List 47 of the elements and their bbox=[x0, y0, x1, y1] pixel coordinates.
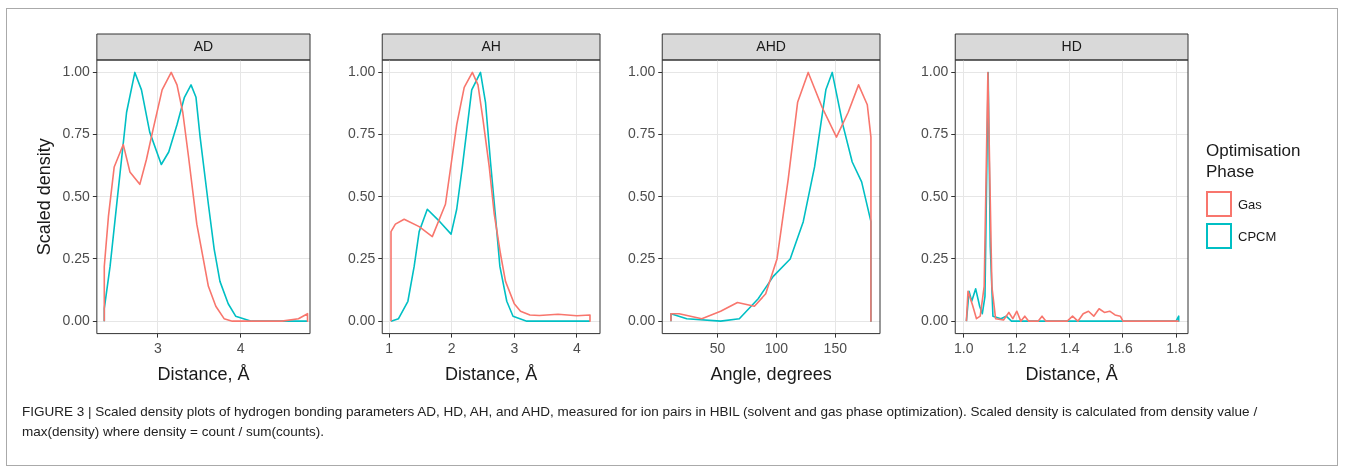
y-tick-label: 1.00 bbox=[921, 63, 949, 80]
y-tick-label: 0.75 bbox=[348, 125, 376, 142]
y-tick-label: 0.25 bbox=[62, 249, 91, 266]
y-tick-label: 0.25 bbox=[348, 249, 376, 266]
x-tick-label: 1.6 bbox=[1113, 339, 1133, 356]
y-tick-label: 0.50 bbox=[62, 187, 91, 204]
chart-title: HD bbox=[1061, 37, 1082, 54]
y-tick-label: 0.50 bbox=[628, 187, 656, 204]
x-tick-label: 150 bbox=[823, 339, 848, 356]
y-tick-label: 0.00 bbox=[921, 312, 949, 329]
legend-label: Gas bbox=[1238, 196, 1262, 212]
y-tick-label: 0.75 bbox=[628, 125, 656, 142]
x-tick-label: 3 bbox=[154, 339, 163, 356]
chart-title: AHD bbox=[756, 37, 786, 54]
y-tick-label: 0.50 bbox=[921, 187, 949, 204]
y-tick-label: 0.50 bbox=[348, 187, 376, 204]
x-tick-label: 4 bbox=[236, 339, 245, 356]
x-axis-title: Distance, Å bbox=[157, 364, 250, 385]
x-tick-label: 1.0 bbox=[954, 339, 974, 356]
x-tick-label: 50 bbox=[709, 339, 726, 356]
caption: FIGURE 3 | Scaled density plots of hydrogen bonding parameters AD, HD, AH, and AHD, measured for ion pairs in HBIL (solvent and gas phase optimization). Scaled density is calculated from density value / max(density) where density = count / sum(counts). bbox=[22, 403, 1259, 441]
y-tick-label: 1.00 bbox=[62, 63, 91, 80]
legend-label: CPCM bbox=[1238, 228, 1277, 244]
y-tick-label: 0.00 bbox=[628, 312, 656, 329]
y-axis-title: Scaled density bbox=[33, 138, 54, 256]
y-tick-label: 0.75 bbox=[62, 125, 91, 142]
x-tick-label: 3 bbox=[510, 339, 519, 356]
x-tick-label: 1.4 bbox=[1060, 339, 1080, 356]
x-tick-label: 1.2 bbox=[1007, 339, 1027, 356]
chart-title: AH bbox=[481, 37, 501, 54]
x-tick-label: 1.8 bbox=[1166, 339, 1186, 356]
x-axis-title: Distance, Å bbox=[1025, 364, 1118, 385]
chart-title: AD bbox=[193, 37, 214, 54]
y-tick-label: 1.00 bbox=[348, 63, 376, 80]
y-tick-label: 0.25 bbox=[628, 249, 656, 266]
y-tick-label: 0.00 bbox=[348, 312, 376, 329]
x-tick-label: 2 bbox=[447, 339, 456, 356]
x-tick-label: 4 bbox=[572, 339, 581, 356]
x-tick-label: 1 bbox=[385, 339, 394, 356]
y-tick-label: 0.00 bbox=[62, 312, 91, 329]
x-axis-title: Distance, Å bbox=[445, 364, 538, 385]
y-tick-label: 0.75 bbox=[921, 125, 949, 142]
y-tick-label: 0.25 bbox=[921, 249, 949, 266]
x-tick-label: 100 bbox=[764, 339, 789, 356]
y-tick-label: 1.00 bbox=[628, 63, 656, 80]
x-axis-title: Angle, degrees bbox=[710, 364, 832, 385]
legend-title: Optimisation Phase bbox=[1206, 140, 1302, 182]
